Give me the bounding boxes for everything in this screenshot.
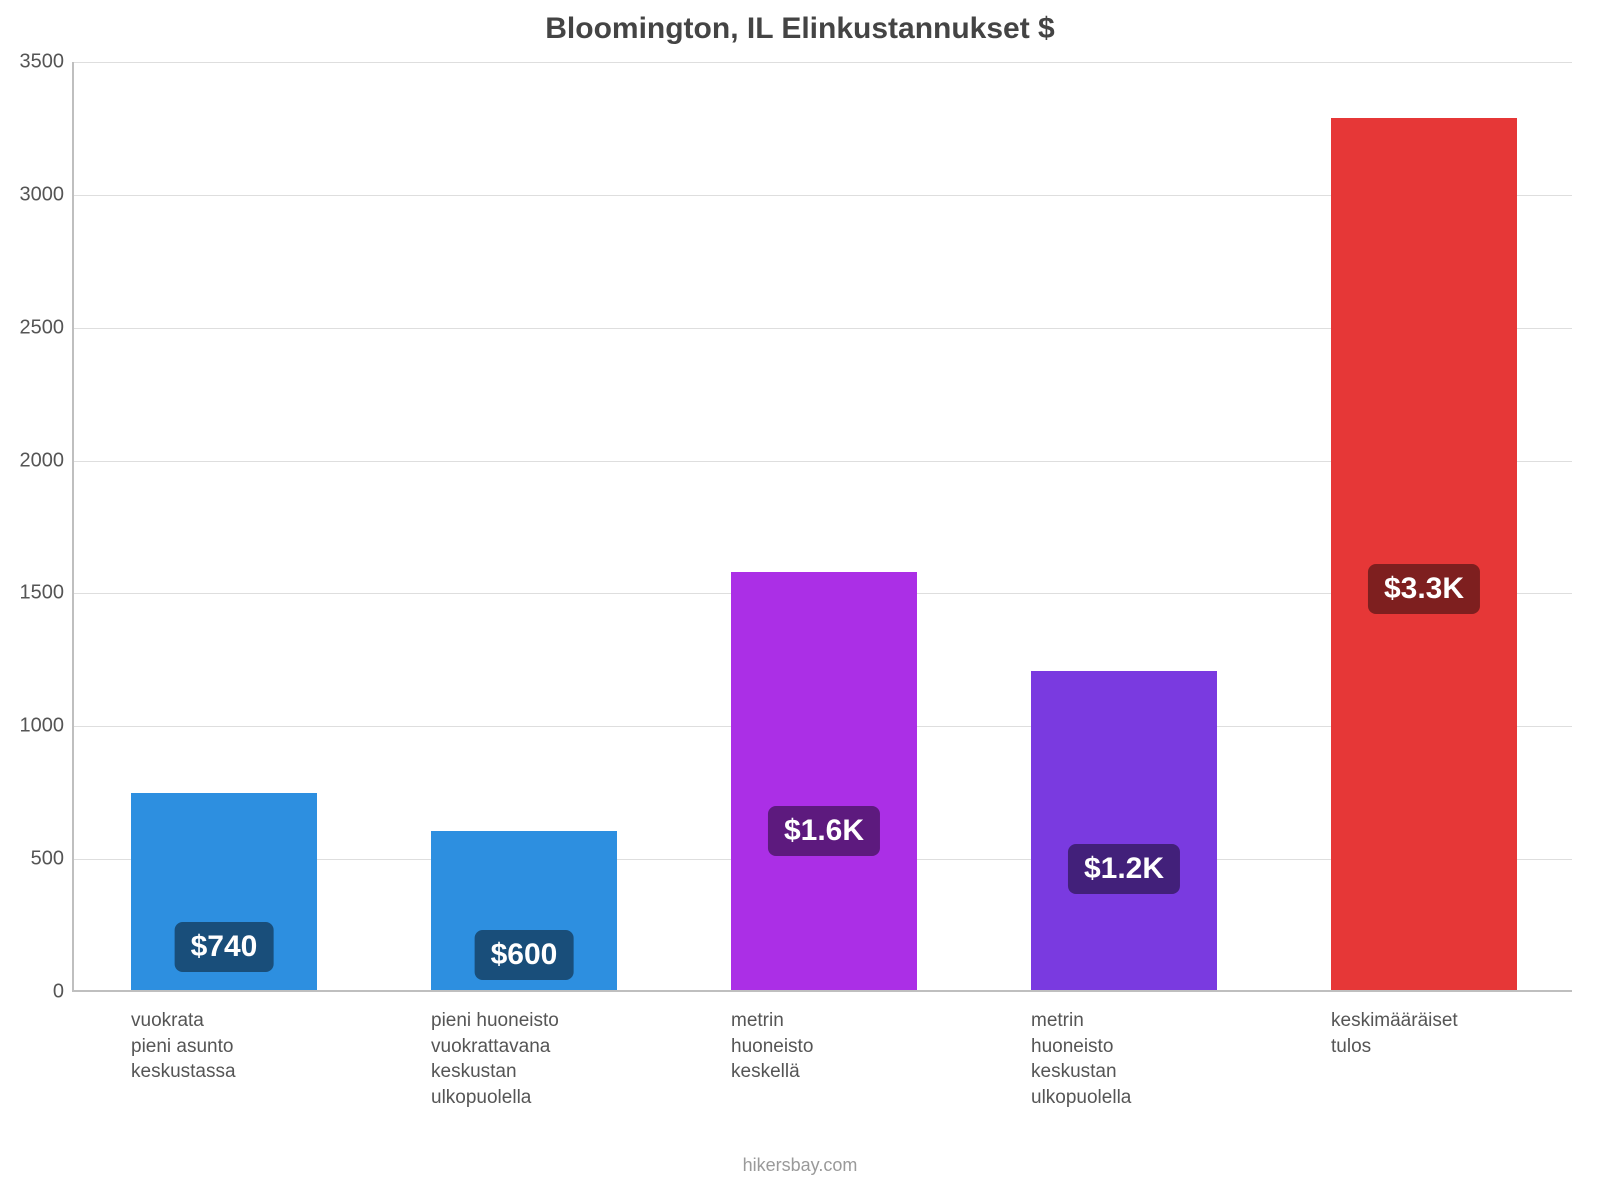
value-pill: $1.6K [768,806,880,856]
chart-title: Bloomington, IL Elinkustannukset $ [0,12,1600,46]
grid-line [74,62,1572,63]
value-pill: $1.2K [1068,844,1180,894]
x-axis-label: pieni huoneisto vuokrattavana keskustan … [431,1008,617,1111]
x-axis-label: keskimääräiset tulos [1331,1008,1517,1059]
x-axis-label: metrin huoneisto keskustan ulkopuolella [1031,1008,1217,1111]
y-tick-label: 1000 [20,715,65,738]
plot-area: 0500100015002000250030003500$740vuokrata… [72,62,1572,992]
x-axis-label: vuokrata pieni asunto keskustassa [131,1008,317,1085]
value-pill: $600 [475,930,574,980]
y-tick-label: 2000 [20,449,65,472]
bar: $740 [131,793,317,990]
y-tick-label: 3000 [20,183,65,206]
source-footer: hikersbay.com [0,1155,1600,1176]
bar: $600 [431,831,617,990]
cost-of-living-bar-chart: Bloomington, IL Elinkustannukset $ 05001… [0,0,1600,1200]
y-tick-label: 3500 [20,51,65,74]
x-axis-label: metrin huoneisto keskellä [731,1008,917,1085]
value-pill: $3.3K [1368,564,1480,614]
y-tick-label: 1500 [20,582,65,605]
value-pill: $740 [175,922,274,972]
y-tick-label: 2500 [20,316,65,339]
y-tick-label: 0 [53,981,64,1004]
bar: $1.2K [1031,671,1217,990]
bar: $3.3K [1331,118,1517,990]
y-tick-label: 500 [31,848,64,871]
bar: $1.6K [731,572,917,991]
